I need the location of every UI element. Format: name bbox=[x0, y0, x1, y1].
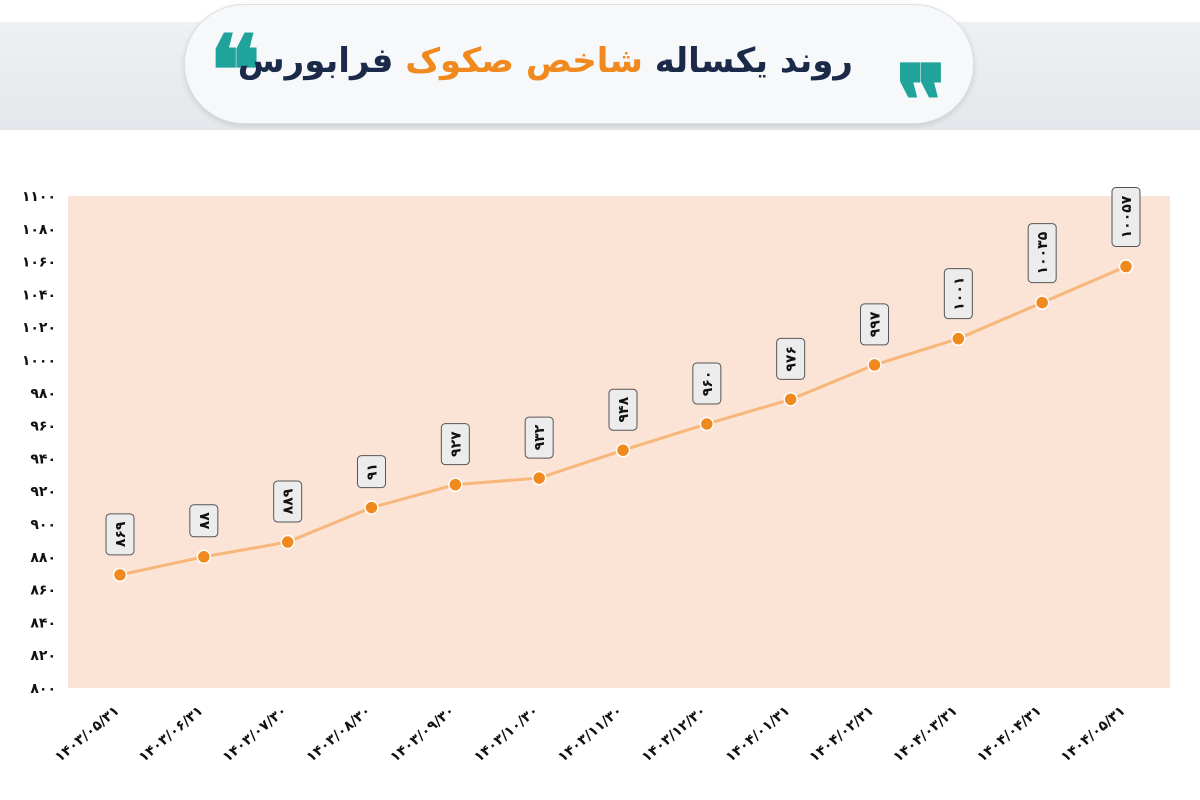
data-label-box bbox=[357, 455, 386, 489]
x-tick-label: ۱۴۰۴/۰۱/۳۱ bbox=[723, 703, 793, 766]
data-point bbox=[615, 442, 631, 458]
data-label-box bbox=[608, 388, 638, 431]
markers bbox=[112, 259, 1134, 583]
data-label-text: ۹۳۲ bbox=[532, 424, 548, 450]
y-tick-label: ۱۰۶۰ bbox=[22, 255, 56, 271]
title-prefix: روند یکساله bbox=[654, 41, 853, 81]
x-tick-label: ۱۴۰۳/۰۶/۳۱ bbox=[136, 703, 206, 766]
data-label-text: ۹۹۷ bbox=[868, 311, 884, 337]
y-tick-label: ۸۰۰ bbox=[30, 681, 56, 697]
title-accent: شاخص صکوک bbox=[405, 41, 643, 81]
data-label: ۹۹۷ bbox=[860, 303, 889, 346]
y-tick-label: ۱۰۲۰ bbox=[22, 320, 56, 336]
y-tick-label: ۹۲۰ bbox=[30, 484, 56, 500]
data-label-text: ۹۴۸ bbox=[616, 396, 632, 422]
y-tick-label: ۱۰۸۰ bbox=[22, 222, 56, 238]
data-label-text: ۹۶۰ bbox=[700, 371, 716, 397]
data-label-text: ۱۰۰۱ bbox=[951, 277, 967, 311]
data-point bbox=[951, 331, 966, 346]
y-tick-label: ۱۰۰۰ bbox=[22, 353, 56, 369]
data-label-box bbox=[943, 268, 973, 320]
data-point bbox=[699, 416, 715, 432]
data-label-box bbox=[1111, 187, 1141, 248]
data-label: ۸۸ bbox=[189, 504, 219, 538]
x-tick-label: ۱۴۰۳/۱۲/۳۰ bbox=[639, 703, 709, 766]
chart-title: روند یکساله شاخص صکوک فرابورس bbox=[238, 41, 853, 81]
data-label-text: ۸۸۹ bbox=[281, 488, 297, 514]
x-tick-label: ۱۴۰۳/۰۵/۳۱ bbox=[52, 703, 122, 766]
data-label-box bbox=[440, 423, 470, 466]
y-tick-label: ۱۰۴۰ bbox=[22, 287, 56, 303]
data-label-box bbox=[1027, 223, 1057, 284]
data-label-box bbox=[189, 504, 219, 538]
y-tick-label: ۸۶۰ bbox=[30, 583, 56, 599]
data-label-text: ۱۰۰۵۷ bbox=[1119, 195, 1135, 238]
data-point bbox=[112, 567, 128, 583]
title-banner: ❝ روند یکساله شاخص صکوک فرابورس ❝ bbox=[184, 3, 974, 127]
data-label: ۱۰۰۵۷ bbox=[1111, 187, 1141, 248]
y-axis: ۸۰۰ ۸۲۰ ۸۴۰ ۸۶۰ ۸۸۰ ۹۰۰ ۹۲۰ ۹۴۰ ۹۶۰ ۹۸۰ ۱۰۰۰ ۱۰۲۰ ۱۰… bbox=[22, 189, 56, 697]
data-point bbox=[196, 549, 212, 565]
data-label-text: ۹۲۷ bbox=[448, 431, 464, 457]
data-label: ۱۰۰۳۵ bbox=[1027, 223, 1057, 284]
data-label-box bbox=[776, 337, 806, 380]
data-label: ۹۳۲ bbox=[524, 416, 554, 459]
data-label-text: ۹۷۶ bbox=[784, 346, 800, 372]
data-point bbox=[280, 534, 295, 550]
data-label-box bbox=[105, 513, 135, 556]
data-label-text: ۹۱ bbox=[365, 463, 381, 480]
data-point bbox=[364, 500, 379, 515]
data-label-text: ۸۶۹ bbox=[113, 521, 129, 547]
x-tick-label: ۱۴۰۳/۱۱/۳۰ bbox=[555, 703, 625, 766]
y-tick-label: ۹۶۰ bbox=[30, 419, 56, 435]
data-label: ۹۱ bbox=[357, 455, 386, 489]
x-tick-label: ۱۴۰۴/۰۴/۳۱ bbox=[974, 703, 1044, 766]
quote-left-icon: ❝ bbox=[209, 14, 261, 127]
x-tick-label: ۱۴۰۳/۱۰/۳۰ bbox=[471, 703, 541, 766]
y-tick-label: ۹۰۰ bbox=[30, 517, 56, 533]
y-tick-label: ۹۴۰ bbox=[30, 451, 56, 467]
y-tick-label: ۸۸۰ bbox=[30, 550, 56, 566]
data-point bbox=[1118, 259, 1134, 274]
data-label-text: ۱۰۰۳۵ bbox=[1035, 231, 1051, 274]
data-point bbox=[448, 477, 463, 492]
x-tick-label: ۱۴۰۴/۰۵/۳۱ bbox=[1058, 703, 1128, 766]
data-label: ۱۰۰۱ bbox=[943, 268, 973, 320]
data-label: ۹۶۰ bbox=[692, 362, 722, 405]
data-label-text: ۸۸ bbox=[197, 512, 213, 530]
data-label: ۹۴۸ bbox=[608, 388, 638, 431]
y-tick-label: ۱۱۰۰ bbox=[22, 189, 56, 205]
data-label: ۸۶۹ bbox=[105, 513, 135, 556]
title-suffix: فرابورس bbox=[237, 41, 394, 81]
data-point bbox=[867, 357, 882, 373]
x-tick-label: ۱۴۰۳/۰۹/۳۰ bbox=[387, 703, 457, 766]
y-tick-label: ۹۸۰ bbox=[30, 386, 56, 402]
plot-area bbox=[68, 196, 1170, 688]
y-tick-label: ۸۲۰ bbox=[30, 648, 56, 664]
data-point bbox=[783, 392, 798, 407]
x-axis: ۱۴۰۳/۰۵/۳۱ ۱۴۰۳/۰۶/۳۱ ۱۴۰۳/۰۷/۳۰ ۱۴۰۳/۰۸/۳۰… bbox=[52, 703, 1128, 766]
data-point bbox=[1034, 295, 1050, 310]
y-tick-label: ۸۴۰ bbox=[30, 615, 56, 631]
x-tick-label: ۱۴۰۴/۰۳/۳۱ bbox=[890, 703, 960, 766]
data-label: ۹۷۶ bbox=[776, 337, 806, 380]
data-label: ۸۸۹ bbox=[273, 480, 303, 523]
data-label-box bbox=[692, 362, 722, 405]
x-tick-label: ۱۴۰۴/۰۲/۳۱ bbox=[807, 703, 877, 766]
data-label-box bbox=[860, 303, 889, 346]
data-label-box bbox=[273, 480, 303, 523]
data-point bbox=[531, 470, 547, 486]
data-label: ۹۲۷ bbox=[440, 423, 470, 466]
x-tick-label: ۱۴۰۳/۰۷/۳۰ bbox=[220, 703, 290, 766]
data-label-box bbox=[524, 416, 554, 459]
x-tick-label: ۱۴۰۳/۰۸/۳۰ bbox=[304, 703, 374, 766]
data-labels: ۸۶۹ ۸۸ ۸۸۹ ۹۱ ۹۲۷ ۹۳۲ ۹۴۸ ۹۶۰ ۹۷۶ ۹۹۷ ۱۰۰۱ ۱۰۰۳۵ ۱۰۰… bbox=[105, 187, 1141, 556]
